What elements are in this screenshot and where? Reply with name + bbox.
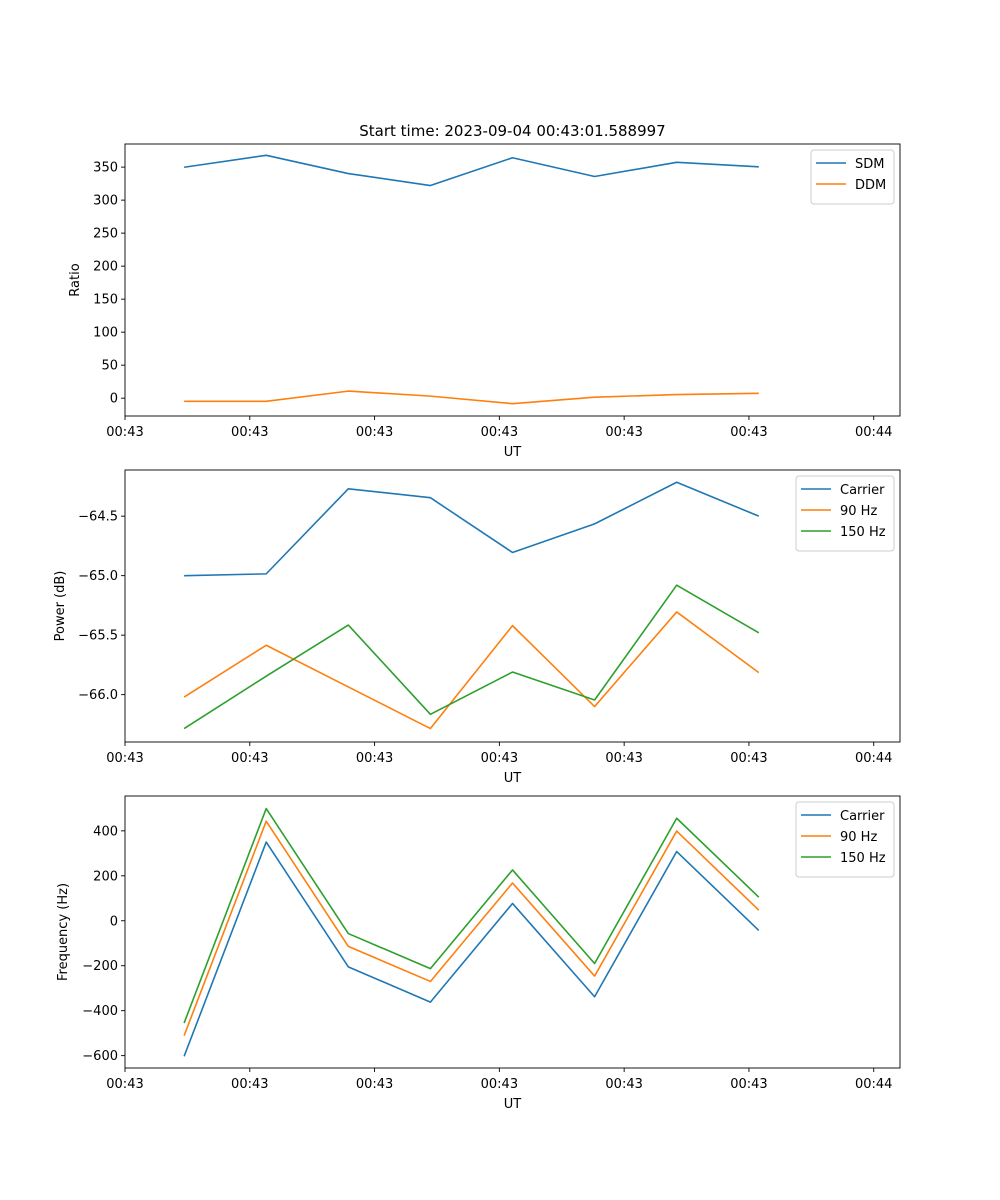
frequency-legend-label-90-hz: 90 Hz: [840, 830, 877, 845]
ratio-y-tick-label: 100: [93, 326, 118, 341]
power-legend-label-carrier: Carrier: [840, 483, 885, 498]
ratio-x-tick-label: 00:43: [106, 425, 143, 440]
ratio-y-tick-label: 250: [93, 227, 118, 242]
ratio-y-tick-label: 50: [101, 359, 118, 374]
frequency-legend-label-150-hz: 150 Hz: [840, 851, 886, 866]
power-x-tick-label: 00:43: [231, 751, 268, 766]
frequency-legend-box: [795, 801, 895, 878]
ratio-x-tick-label: 00:43: [356, 425, 393, 440]
power-legend-label-150-hz: 150 Hz: [840, 525, 886, 540]
power-y-tick-label: −65.0: [78, 569, 118, 584]
frequency-y-tick-label: 0: [110, 914, 118, 929]
power-y-tick-label: −66.0: [78, 688, 118, 703]
ratio-y-tick-label: 350: [93, 161, 118, 176]
ratio-y-axis-label: Ratio: [68, 263, 83, 296]
ratio-x-tick-label: 00:43: [730, 425, 767, 440]
ratio-subplot: UT Ratio 00:43 00:43 00:43 00:43 00:43 00:43 0…: [68, 143, 901, 460]
frequency-x-tick-label: 00:44: [855, 1077, 892, 1092]
power-series-line-90-hz: [183, 611, 760, 730]
power-legend-box: [795, 475, 895, 552]
ratio-series-line-sdm: [183, 154, 759, 187]
frequency-y-tick-label: −200: [82, 959, 118, 974]
power-x-tick-label: 00:43: [106, 751, 143, 766]
power-y-tick-label: −65.5: [78, 629, 118, 644]
ratio-x-tick-label: 00:44: [855, 425, 892, 440]
frequency-x-tick-label: 00:43: [730, 1077, 767, 1092]
frequency-series-line-150-hz: [183, 807, 760, 1024]
ratio-y-tick-label: 300: [93, 194, 118, 209]
frequency-y-axis-label: Frequency (Hz): [56, 883, 71, 981]
power-x-tick-label: 00:43: [730, 751, 767, 766]
frequency-x-axis-label: UT: [504, 1097, 522, 1112]
frequency-legend-label-carrier: Carrier: [840, 809, 885, 824]
frequency-x-tick-label: 00:43: [231, 1077, 268, 1092]
ratio-legend-label-sdm: SDM: [855, 157, 884, 172]
power-x-axis-label: UT: [504, 771, 522, 786]
frequency-series-line-carrier: [183, 841, 760, 1057]
power-legend-label-90-hz: 90 Hz: [840, 504, 877, 519]
frequency-y-tick-label: 400: [93, 824, 118, 839]
ratio-y-tick-label: 200: [93, 260, 118, 275]
frequency-x-tick-label: 00:43: [605, 1077, 642, 1092]
frequency-x-tick-label: 00:43: [481, 1077, 518, 1092]
figure-title: Start time: 2023-09-04 00:43:01.588997: [359, 122, 665, 140]
frequency-x-tick-label: 00:43: [356, 1077, 393, 1092]
power-series-line-150-hz: [183, 584, 760, 730]
power-x-tick-label: 00:43: [356, 751, 393, 766]
power-x-tick-label: 00:43: [605, 751, 642, 766]
frequency-y-tick-label: −600: [82, 1049, 118, 1064]
ratio-series-line-ddm: [184, 390, 759, 405]
frequency-x-tick-label: 00:43: [106, 1077, 143, 1092]
ratio-y-tick-label: 0: [110, 392, 118, 407]
power-y-tick-label: −64.5: [78, 510, 118, 525]
frequency-series-line-90-hz: [183, 820, 760, 1036]
power-x-tick-label: 00:43: [481, 751, 518, 766]
ratio-axes-frame: [124, 143, 901, 417]
frequency-y-tick-label: 200: [93, 869, 118, 884]
ratio-x-tick-label: 00:43: [481, 425, 518, 440]
power-series-line-carrier: [184, 481, 760, 577]
ratio-x-tick-label: 00:43: [231, 425, 268, 440]
power-subplot: UT Power (dB) 00:43 00:43 00:43 00:43 00:43 0…: [53, 469, 901, 786]
power-y-axis-label: Power (dB): [53, 571, 68, 642]
ratio-y-tick-label: 150: [93, 293, 118, 308]
power-axes-frame: [124, 469, 901, 743]
power-x-tick-label: 00:44: [855, 751, 892, 766]
frequency-axes-frame: [124, 795, 901, 1069]
ratio-x-tick-label: 00:43: [605, 425, 642, 440]
frequency-y-tick-label: −400: [82, 1004, 118, 1019]
ratio-legend-label-ddm: DDM: [855, 178, 886, 193]
frequency-subplot: UT Frequency (Hz) 00:43 00:43 00:43 00:43 00…: [56, 795, 901, 1112]
ratio-x-axis-label: UT: [504, 445, 522, 460]
